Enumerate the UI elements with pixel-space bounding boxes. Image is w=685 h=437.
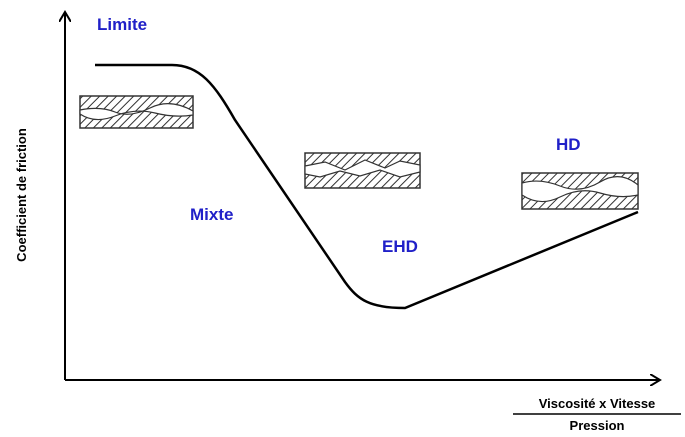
surface-hd: [521, 172, 639, 210]
friction-curve: [95, 63, 639, 310]
regime-label: Mixte: [190, 205, 233, 224]
regime-label: HD: [556, 135, 581, 154]
surface-limite: [79, 95, 194, 129]
y-axis-label: Coefficient de friction: [14, 128, 29, 262]
regime-label: Limite: [97, 15, 147, 34]
surface-mixte: [304, 152, 421, 189]
regime-label: EHD: [382, 237, 418, 256]
x-axis-label-denominator: Pression: [570, 418, 625, 433]
x-axis-label-numerator: Viscosité x Vitesse: [539, 396, 656, 411]
